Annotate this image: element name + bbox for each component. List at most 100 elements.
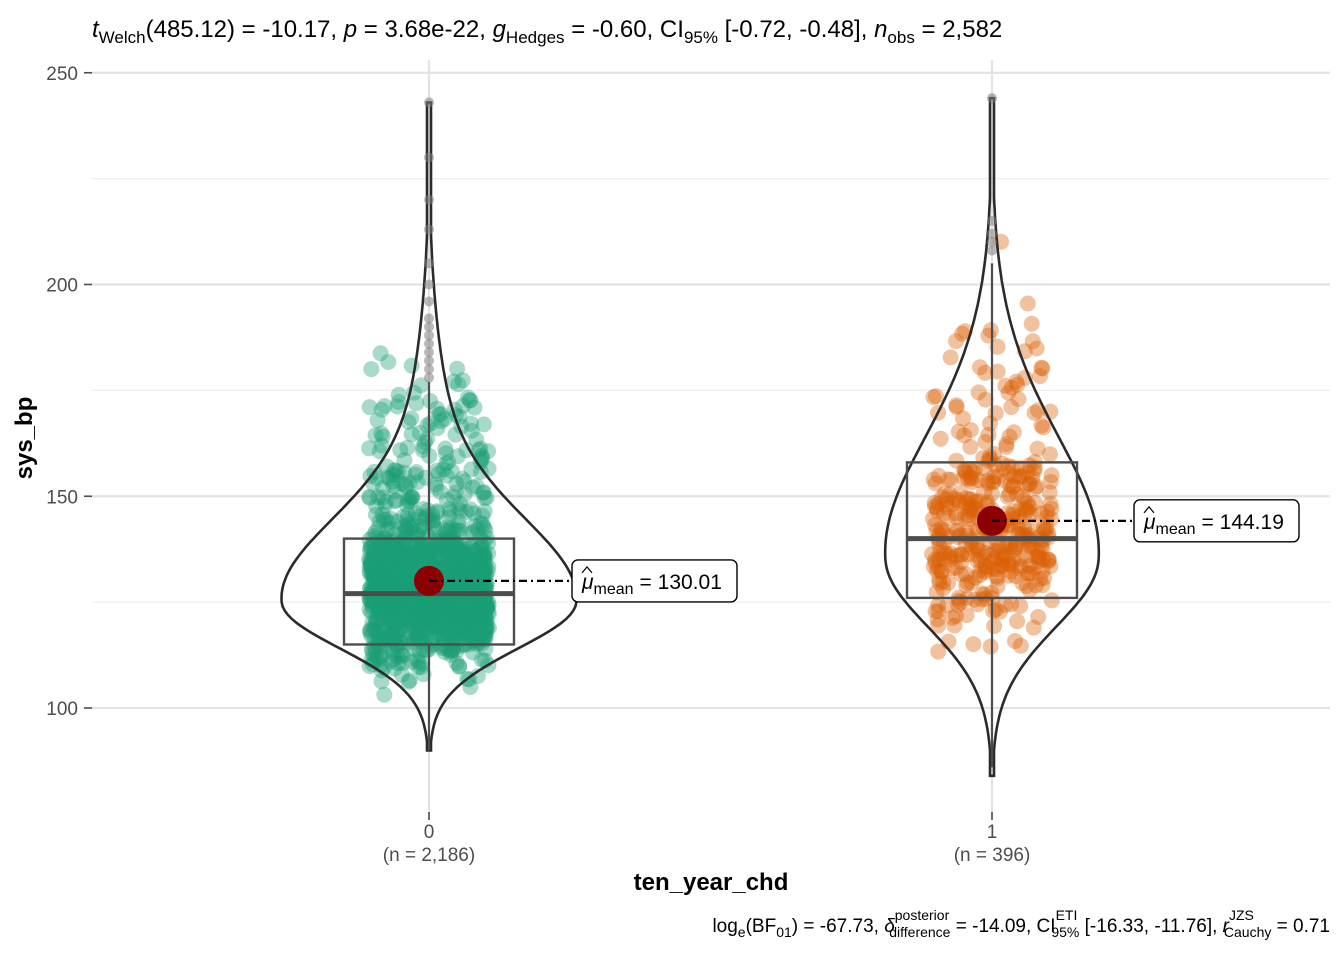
- data-point: [986, 445, 1003, 462]
- data-point: [464, 524, 481, 541]
- chart-caption: loge(BF01) = -67.73, δposterior differenc…: [712, 907, 1330, 942]
- data-point: [369, 605, 386, 621]
- data-point: [474, 599, 491, 616]
- data-point: [388, 602, 405, 619]
- data-point: [452, 560, 469, 577]
- data-point: [948, 547, 965, 564]
- data-point: [1007, 538, 1024, 555]
- data-point: [1042, 446, 1058, 463]
- data-point: [370, 623, 387, 640]
- data-point: [930, 551, 947, 568]
- data-point: [464, 574, 481, 591]
- data-point: [391, 596, 408, 613]
- data-point: [455, 397, 472, 414]
- data-point: [364, 558, 380, 575]
- data-point: [960, 471, 977, 488]
- data-point: [398, 609, 414, 626]
- data-point: [978, 561, 995, 578]
- data-point: [409, 624, 426, 641]
- data-point: [412, 546, 429, 563]
- data-point: [418, 608, 435, 625]
- data-point: [381, 572, 398, 589]
- data-point: [459, 607, 476, 624]
- caption-r-sup: JZS: [1229, 907, 1254, 923]
- data-point: [372, 345, 389, 362]
- data-point: [458, 546, 474, 563]
- data-point: [449, 607, 466, 624]
- data-point: [462, 501, 479, 518]
- data-point: [366, 638, 383, 655]
- data-point: [371, 570, 388, 587]
- data-point: [941, 548, 958, 565]
- data-point: [1000, 555, 1017, 572]
- data-point: [468, 431, 485, 448]
- data-point: [473, 573, 490, 590]
- data-point: [946, 490, 963, 507]
- data-point: [478, 597, 495, 613]
- data-point: [938, 545, 955, 562]
- data-point: [445, 592, 462, 609]
- data-point: [474, 614, 491, 631]
- data-point: [466, 596, 483, 613]
- data-point: [950, 423, 967, 440]
- data-point: [475, 484, 492, 501]
- data-point: [452, 612, 469, 629]
- data-point: [366, 620, 383, 637]
- data-point: [948, 452, 965, 469]
- data-point: [972, 562, 989, 579]
- data-point: [407, 537, 424, 554]
- data-point: [377, 511, 394, 528]
- data-point: [373, 437, 390, 454]
- mean-label-box: [571, 559, 738, 603]
- data-point: [1027, 494, 1043, 511]
- data-point: [464, 607, 480, 624]
- data-point: [375, 512, 392, 528]
- data-point: [373, 599, 389, 616]
- data-point: [464, 602, 481, 619]
- data-point: [446, 556, 463, 573]
- data-point: [380, 565, 397, 582]
- data-point: [1019, 565, 1036, 582]
- data-point: [982, 638, 999, 655]
- data-point: [1021, 582, 1038, 599]
- data-point: [420, 610, 437, 627]
- data-point: [983, 553, 1000, 570]
- data-point: [959, 574, 976, 591]
- data-point: [427, 619, 444, 635]
- data-point: [387, 560, 404, 576]
- data-point: [450, 567, 467, 584]
- data-point: [940, 471, 957, 488]
- data-point: [463, 422, 480, 439]
- data-point: [1024, 469, 1041, 486]
- data-point: [436, 595, 453, 612]
- data-point: [925, 510, 942, 527]
- data-point: [476, 561, 493, 577]
- data-point: [419, 548, 436, 565]
- data-point: [387, 493, 404, 510]
- data-point: [372, 647, 388, 664]
- data-point: [451, 637, 468, 654]
- data-point: [416, 604, 433, 621]
- data-point: [987, 543, 1004, 559]
- data-point: [399, 545, 416, 562]
- data-point: [379, 628, 396, 645]
- data-point: [452, 619, 469, 636]
- data-point: [372, 603, 389, 620]
- mean-label-box: [1133, 499, 1300, 543]
- data-point: [469, 558, 485, 575]
- data-point: [438, 598, 455, 615]
- data-point: [373, 565, 390, 582]
- data-point: [365, 593, 382, 610]
- data-point: [415, 666, 432, 683]
- data-point: [392, 598, 409, 615]
- data-point: [479, 593, 496, 610]
- data-point: [448, 539, 465, 555]
- data-point: [387, 541, 404, 558]
- data-point: [1028, 340, 1045, 357]
- data-point: [386, 651, 402, 668]
- data-point: [418, 553, 435, 570]
- data-point: [369, 547, 386, 564]
- data-point: [927, 554, 944, 571]
- data-point: [408, 395, 425, 412]
- data-point: [457, 621, 474, 638]
